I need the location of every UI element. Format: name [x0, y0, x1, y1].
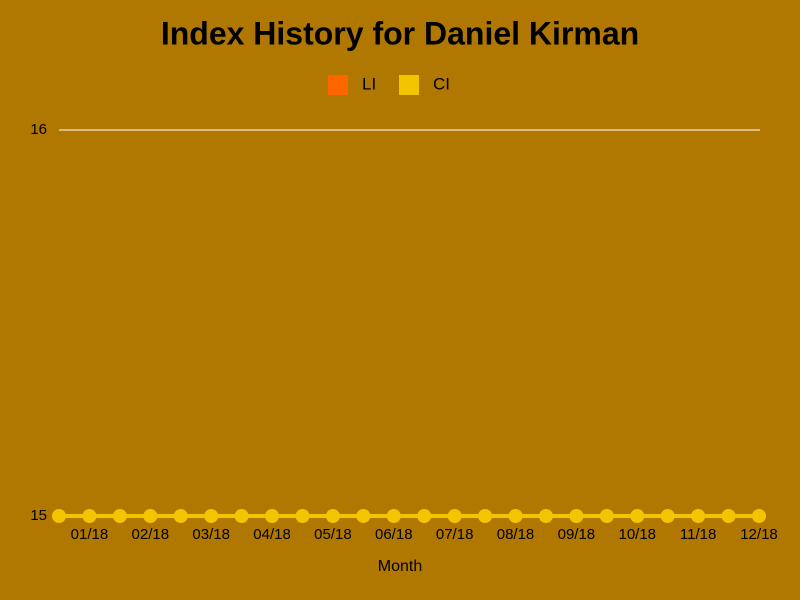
point	[204, 509, 219, 523]
legend: LI CI	[328, 74, 450, 95]
point	[691, 509, 706, 523]
x-tick-label: 04/18	[253, 526, 291, 543]
point	[356, 509, 371, 523]
x-tick-label: 09/18	[558, 526, 596, 543]
legend-swatch	[399, 75, 419, 95]
point	[173, 509, 188, 523]
point	[508, 509, 523, 523]
legend-label: LI	[362, 74, 376, 93]
point	[752, 509, 766, 523]
point	[234, 509, 249, 523]
point	[660, 509, 675, 523]
x-tick-label: 08/18	[497, 526, 535, 543]
x-tick-label: 10/18	[618, 526, 656, 543]
x-tick-label: 07/18	[436, 526, 474, 543]
point	[417, 509, 432, 523]
x-tick-label: 01/18	[71, 526, 109, 543]
point	[447, 509, 462, 523]
point	[295, 509, 310, 523]
x-axis-label: Month	[378, 558, 422, 575]
legend-label: CI	[433, 74, 450, 93]
x-tick-label: 02/18	[132, 526, 170, 543]
chart-title: Index History for Daniel Kirman	[161, 15, 639, 51]
x-tick-label: 06/18	[375, 526, 413, 543]
point	[630, 509, 645, 523]
point	[112, 509, 127, 523]
point	[569, 509, 584, 523]
point	[538, 509, 553, 523]
point	[265, 509, 280, 523]
point	[325, 509, 340, 523]
point	[82, 509, 97, 523]
point	[143, 509, 158, 523]
y-tick-label: 16	[30, 121, 47, 138]
y-tick-label: 15	[30, 507, 47, 524]
point	[386, 509, 401, 523]
legend-swatch	[328, 75, 348, 95]
point	[52, 509, 66, 523]
x-tick-label: 11/18	[680, 526, 716, 543]
x-tick-label: 03/18	[192, 526, 230, 543]
point	[478, 509, 493, 523]
point	[721, 509, 736, 523]
x-tick-label: 05/18	[314, 526, 352, 543]
x-tick-label: 12/18	[740, 526, 778, 543]
point	[599, 509, 614, 523]
